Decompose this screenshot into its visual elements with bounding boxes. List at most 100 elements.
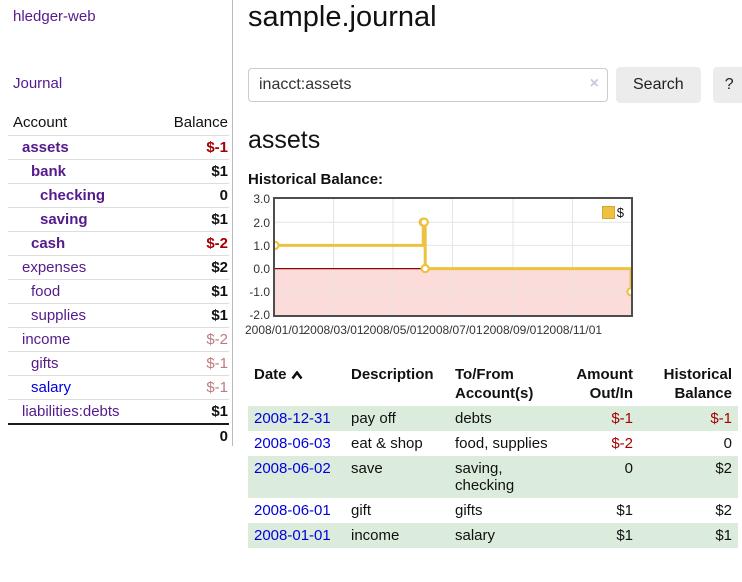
legend-swatch-icon (601, 206, 615, 220)
journal-description-cell: pay off (351, 410, 396, 428)
sidebar: hledger-web Journal Account Balance asse… (0, 0, 233, 448)
historical-balance-chart: 3.0 2.0 1.0 0.0 -1.0 -2.0 $ 2008/01/01 2008/03… (244, 192, 742, 343)
accounts-table-body: assets $-1 bank $1 checking 0 saving $1 cash $-2 e… (8, 135, 229, 424)
account-name-cell: income (8, 327, 152, 352)
journal-row: 2008-06-02 save saving, checking 0 $2 (248, 456, 738, 499)
account-row: salary $-1 (8, 375, 229, 400)
y-tick-label: 3.0 (253, 192, 270, 207)
account-balance: $1 (151, 159, 229, 184)
account-row: cash $-2 (8, 231, 229, 256)
journal-row: 2008-06-01 gift gifts $1 $2 (248, 498, 738, 523)
journal-accounts-cell: saving, checking (455, 460, 515, 495)
journal-col-historical: Historical Balance (663, 366, 732, 403)
sidebar-account-link[interactable]: assets (22, 139, 69, 156)
y-tick-label: 0.0 (253, 261, 270, 276)
accounts-col-balance: Balance (173, 114, 228, 131)
journal-amount-cell: $1 (616, 527, 633, 545)
journal-date-link[interactable]: 2008-12-31 (254, 410, 331, 428)
search-input[interactable] (248, 67, 608, 102)
journal-balance-cell: 0 (723, 435, 732, 453)
x-tick-label: 2008/07/01 (422, 323, 483, 338)
sidebar-account-link[interactable]: supplies (31, 307, 87, 324)
sidebar-account-link[interactable]: liabilities:debts (22, 403, 120, 420)
journal-date-link[interactable]: 2008-01-01 (254, 527, 331, 545)
account-name-cell: bank (8, 159, 152, 184)
y-tick-label: 2.0 (253, 215, 270, 230)
legend-label: $ (616, 205, 624, 221)
account-name-cell: salary (8, 375, 152, 400)
journal-row: 2008-01-01 income salary $1 $1 (248, 523, 738, 549)
sidebar-account-link[interactable]: cash (31, 235, 66, 252)
journal-date-link[interactable]: 2008-06-02 (254, 460, 331, 478)
account-balance: 0 (151, 183, 229, 208)
chart-title: Historical Balance: (248, 171, 384, 189)
app-title-link[interactable]: hledger-web (13, 8, 96, 25)
account-row: assets $-1 (8, 135, 229, 160)
help-button[interactable]: ? (712, 66, 742, 103)
journal-col-date-label: Date (254, 366, 287, 384)
journal-accounts-cell: debts (455, 410, 492, 428)
journal-col-description: Description (351, 366, 434, 384)
sidebar-account-link[interactable]: expenses (22, 259, 87, 276)
account-name-cell: expenses (8, 255, 152, 280)
journal-col-date[interactable]: Date (248, 362, 345, 406)
accounts-header-row: Account Balance (8, 112, 229, 136)
sidebar-account-link[interactable]: salary (31, 379, 72, 396)
journal-amount-cell: $-1 (611, 410, 633, 428)
journal-row: 2008-12-31 pay off debts $-1 $-1 (248, 406, 738, 432)
nav-journal-link[interactable]: Journal (13, 75, 63, 92)
journal-table-body: 2008-12-31 pay off debts $-1 $-1 2008-06-03 ea… (248, 406, 738, 549)
journal-date-link[interactable]: 2008-06-03 (254, 435, 331, 453)
journal-date-cell: 2008-06-02 (248, 456, 345, 498)
account-balance: $-2 (151, 327, 229, 352)
account-row: bank $1 (8, 159, 229, 184)
account-name-cell: gifts (8, 351, 152, 376)
journal-accounts-cell: gifts (455, 502, 483, 520)
account-row: liabilities:debts $1 (8, 399, 229, 424)
account-row: gifts $-1 (8, 351, 229, 376)
chart-canvas (275, 199, 631, 316)
sidebar-account-link[interactable]: income (22, 331, 71, 348)
sort-ascending-icon (290, 370, 303, 380)
accounts-col-account: Account (13, 114, 68, 131)
account-balance: $2 (151, 255, 229, 280)
journal-date-cell: 2008-12-31 (248, 406, 345, 431)
account-name-cell: checking (8, 183, 152, 208)
x-tick-label: 2008/11/01 (542, 323, 603, 338)
account-row: expenses $2 (8, 255, 229, 280)
x-tick-label: 2008/03/01 (303, 323, 364, 338)
search-button[interactable]: Search (616, 66, 701, 103)
x-tick-label: 2008/01/01 (244, 323, 306, 338)
sidebar-account-link[interactable]: checking (40, 187, 106, 204)
accounts-total-value: 0 (151, 423, 229, 448)
account-row: supplies $1 (8, 303, 229, 328)
journal-description-cell: save (351, 460, 383, 478)
page-title: sample.journal (248, 1, 437, 33)
accounts-total-row: 0 (8, 423, 229, 448)
account-name-cell: liabilities:debts (8, 399, 152, 424)
journal-date-cell: 2008-06-01 (248, 498, 345, 523)
accounts-total-spacer (8, 423, 152, 448)
journal-table: Date Description To/From Account(s) Amou… (248, 362, 738, 549)
sidebar-account-link[interactable]: gifts (31, 355, 59, 372)
journal-description-cell: income (351, 527, 400, 545)
account-row: checking 0 (8, 183, 229, 208)
account-balance: $-2 (151, 231, 229, 256)
clear-search-icon[interactable]: × (589, 74, 599, 92)
chart-plot-area[interactable]: $ (273, 197, 633, 318)
sidebar-account-link[interactable]: saving (40, 211, 88, 228)
account-name-cell: supplies (8, 303, 152, 328)
sidebar-account-link[interactable]: food (31, 283, 61, 300)
search-form: × Search ? (248, 66, 742, 103)
journal-amount-cell: 0 (624, 460, 633, 478)
sidebar-account-link[interactable]: bank (31, 163, 67, 180)
chart-legend: $ (599, 204, 626, 222)
account-row: income $-2 (8, 327, 229, 352)
account-balance: $-1 (151, 135, 229, 160)
account-balance: $1 (151, 279, 229, 304)
account-row: saving $1 (8, 207, 229, 232)
account-name-cell: food (8, 279, 152, 304)
account-balance: $1 (151, 207, 229, 232)
journal-date-link[interactable]: 2008-06-01 (254, 502, 331, 520)
journal-amount-cell: $-2 (611, 435, 633, 453)
